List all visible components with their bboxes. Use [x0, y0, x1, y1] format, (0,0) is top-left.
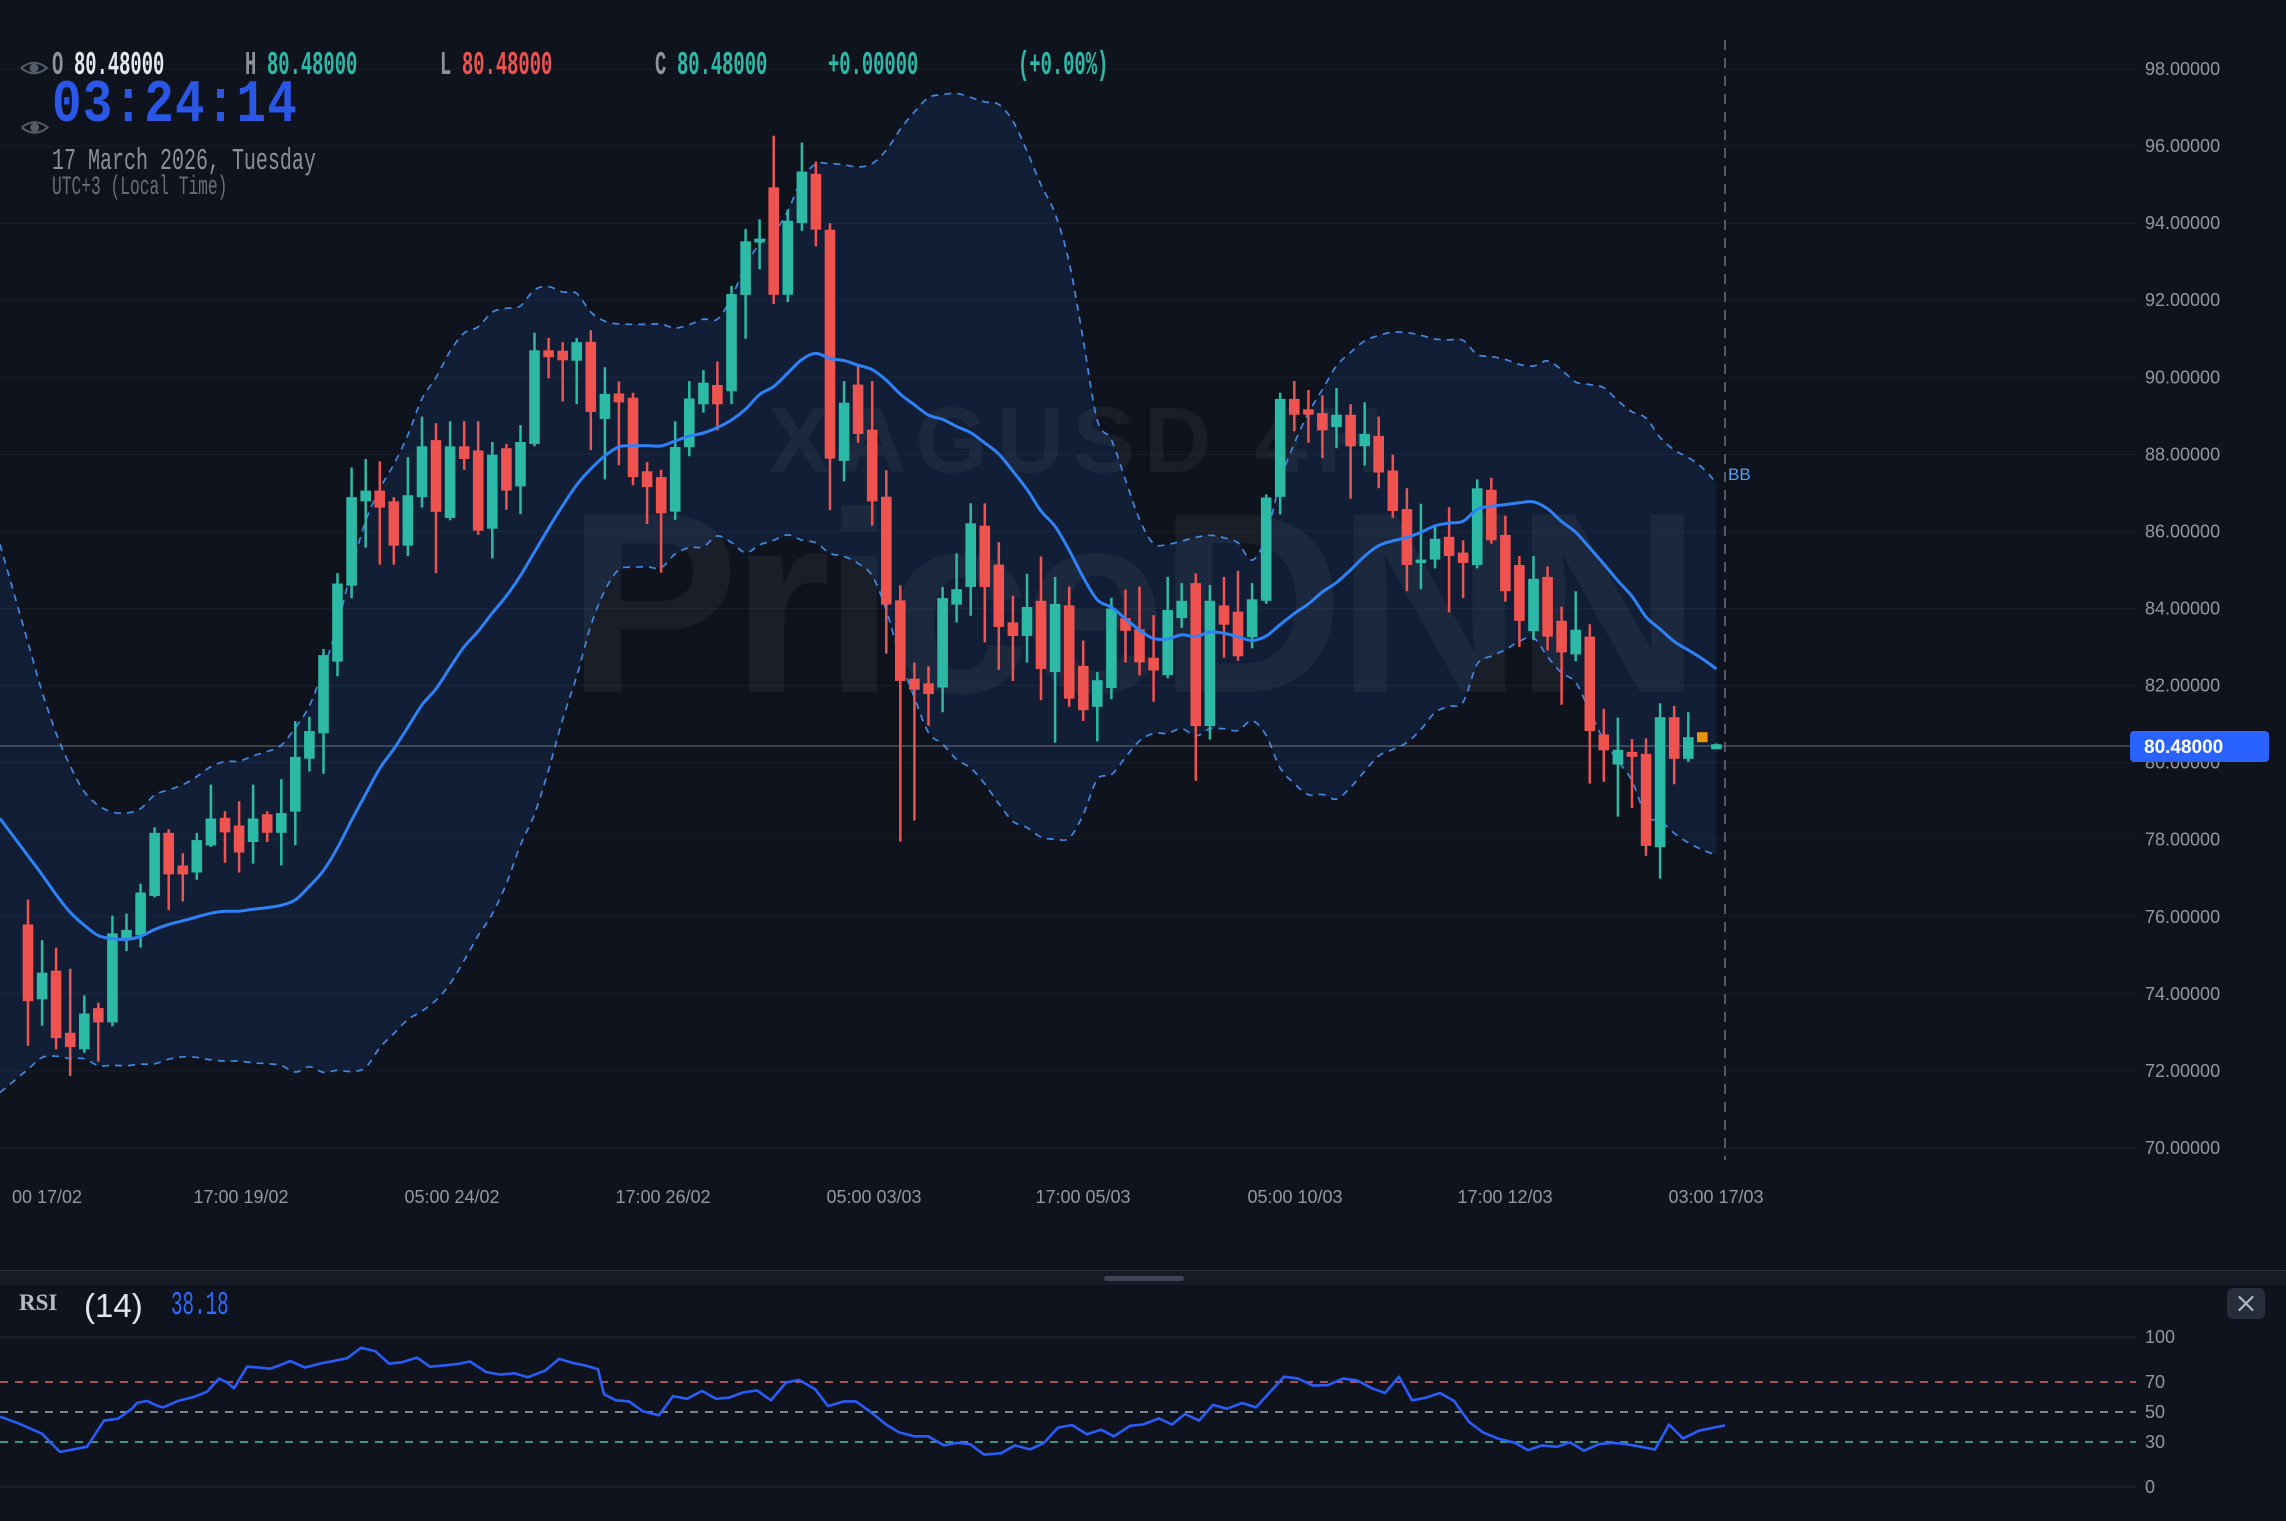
svg-text:94.00000: 94.00000	[2145, 213, 2220, 233]
svg-text:80.48000: 80.48000	[267, 48, 357, 85]
svg-text:00 17/02: 00 17/02	[12, 1187, 82, 1207]
svg-text:(+0.00%): (+0.00%)	[1018, 48, 1108, 85]
svg-text:17:00 19/02: 17:00 19/02	[193, 1187, 288, 1207]
svg-text:H: H	[245, 48, 256, 85]
svg-text:17:00 26/02: 17:00 26/02	[615, 1187, 710, 1207]
svg-text:UTC+3 (Local Time): UTC+3 (Local Time)	[52, 171, 227, 203]
svg-text:RSI: RSI	[19, 1290, 57, 1315]
svg-text:05:00 24/02: 05:00 24/02	[404, 1187, 499, 1207]
svg-text:17 March 2026, Tuesday: 17 March 2026, Tuesday	[52, 143, 316, 179]
svg-text:05:00 10/03: 05:00 10/03	[1247, 1187, 1342, 1207]
svg-text:70.00000: 70.00000	[2145, 1138, 2220, 1158]
svg-text:L: L	[440, 48, 451, 85]
svg-text:C: C	[655, 48, 666, 85]
svg-text:17:00 05/03: 17:00 05/03	[1035, 1187, 1130, 1207]
svg-text:38.18: 38.18	[171, 1288, 229, 1325]
svg-text:82.00000: 82.00000	[2145, 676, 2220, 696]
svg-text:84.00000: 84.00000	[2145, 599, 2220, 619]
svg-text:70: 70	[2145, 1372, 2165, 1392]
svg-text:O: O	[52, 48, 63, 85]
svg-text:92.00000: 92.00000	[2145, 290, 2220, 310]
svg-text:50: 50	[2145, 1402, 2165, 1422]
svg-text:72.00000: 72.00000	[2145, 1061, 2220, 1081]
svg-text:30: 30	[2145, 1432, 2165, 1452]
svg-text:17:00 12/03: 17:00 12/03	[1457, 1187, 1552, 1207]
svg-text:80.48000: 80.48000	[2144, 737, 2223, 758]
svg-text:(14): (14)	[84, 1287, 143, 1324]
svg-text:74.00000: 74.00000	[2145, 984, 2220, 1004]
svg-text:86.00000: 86.00000	[2145, 521, 2220, 541]
svg-text:76.00000: 76.00000	[2145, 907, 2220, 927]
svg-text:80.48000: 80.48000	[74, 48, 164, 85]
svg-text:+0.00000: +0.00000	[828, 48, 918, 85]
svg-text:96.00000: 96.00000	[2145, 136, 2220, 156]
svg-text:05:00 03/03: 05:00 03/03	[826, 1187, 921, 1207]
svg-text:80.48000: 80.48000	[462, 48, 552, 85]
svg-text:03:00 17/03: 03:00 17/03	[1668, 1187, 1763, 1207]
svg-text:88.00000: 88.00000	[2145, 444, 2220, 464]
svg-text:03:24:14: 03:24:14	[52, 72, 298, 140]
svg-text:90.00000: 90.00000	[2145, 367, 2220, 387]
svg-text:78.00000: 78.00000	[2145, 830, 2220, 850]
svg-text:80.48000: 80.48000	[677, 48, 767, 85]
svg-text:BB: BB	[1728, 465, 1751, 484]
svg-text:0: 0	[2145, 1477, 2155, 1497]
svg-text:98.00000: 98.00000	[2145, 59, 2220, 79]
svg-text:100: 100	[2145, 1327, 2175, 1347]
